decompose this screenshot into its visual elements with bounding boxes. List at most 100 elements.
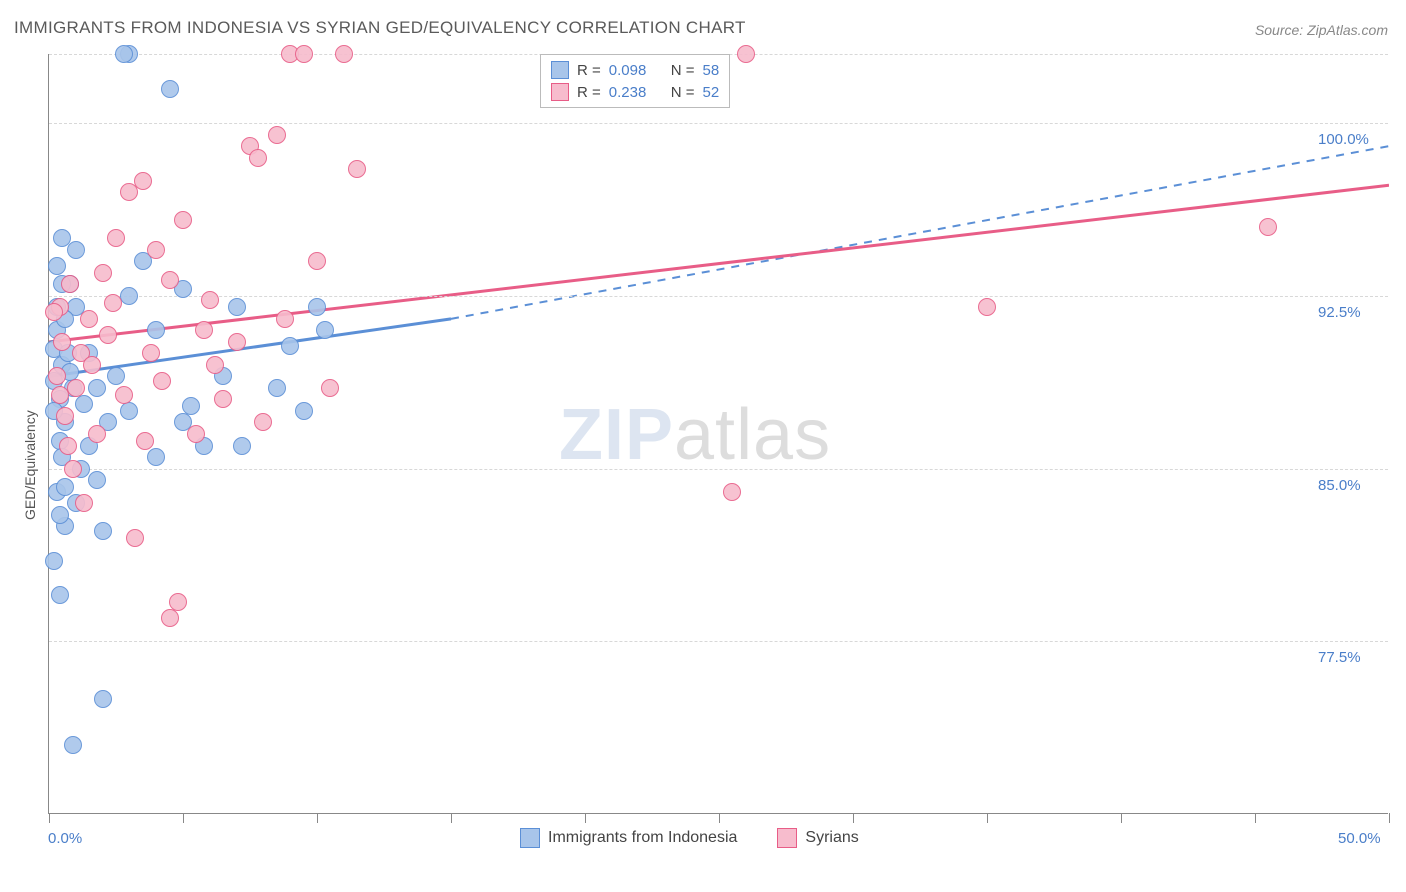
data-point-syrians bbox=[64, 460, 82, 478]
data-point-syrians bbox=[107, 229, 125, 247]
watermark-zip: ZIP bbox=[559, 395, 674, 475]
data-point-indonesia bbox=[228, 298, 246, 316]
data-point-syrians bbox=[56, 407, 74, 425]
data-point-syrians bbox=[153, 372, 171, 390]
y-tick-label: 85.0% bbox=[1318, 477, 1361, 494]
y-tick-label: 100.0% bbox=[1318, 131, 1369, 148]
data-point-syrians bbox=[136, 432, 154, 450]
data-point-syrians bbox=[1259, 218, 1277, 236]
data-point-syrians bbox=[67, 379, 85, 397]
data-point-syrians bbox=[321, 379, 339, 397]
legend-stat-row-indonesia: R = 0.098 N = 58 bbox=[551, 59, 719, 81]
trendline-ext-indonesia bbox=[451, 146, 1389, 319]
data-point-syrians bbox=[48, 367, 66, 385]
r-value: 0.098 bbox=[609, 62, 663, 79]
data-point-syrians bbox=[195, 321, 213, 339]
data-point-syrians bbox=[174, 211, 192, 229]
data-point-indonesia bbox=[88, 471, 106, 489]
data-point-syrians bbox=[88, 425, 106, 443]
data-point-indonesia bbox=[316, 321, 334, 339]
data-point-syrians bbox=[978, 298, 996, 316]
data-point-indonesia bbox=[308, 298, 326, 316]
data-point-syrians bbox=[737, 45, 755, 63]
gridline-h bbox=[49, 641, 1388, 642]
data-point-indonesia bbox=[147, 321, 165, 339]
r-label: R = bbox=[577, 84, 601, 101]
legend-item-syrians: Syrians bbox=[777, 828, 858, 848]
data-point-syrians bbox=[115, 386, 133, 404]
data-point-syrians bbox=[335, 45, 353, 63]
data-point-syrians bbox=[104, 294, 122, 312]
data-point-syrians bbox=[206, 356, 224, 374]
data-point-syrians bbox=[80, 310, 98, 328]
chart-title: IMMIGRANTS FROM INDONESIA VS SYRIAN GED/… bbox=[14, 18, 746, 38]
data-point-syrians bbox=[295, 45, 313, 63]
r-value: 0.238 bbox=[609, 84, 663, 101]
x-tick bbox=[49, 813, 50, 823]
data-point-syrians bbox=[126, 529, 144, 547]
data-point-indonesia bbox=[67, 241, 85, 259]
n-label: N = bbox=[671, 62, 695, 79]
x-tick bbox=[317, 813, 318, 823]
x-tick bbox=[451, 813, 452, 823]
watermark: ZIPatlas bbox=[559, 394, 831, 476]
data-point-syrians bbox=[161, 609, 179, 627]
data-point-indonesia bbox=[233, 437, 251, 455]
y-tick-label: 92.5% bbox=[1318, 304, 1361, 321]
gridline-h bbox=[49, 296, 1388, 297]
data-point-indonesia bbox=[281, 337, 299, 355]
data-point-indonesia bbox=[75, 395, 93, 413]
data-point-indonesia bbox=[295, 402, 313, 420]
n-value: 52 bbox=[703, 84, 720, 101]
data-point-indonesia bbox=[45, 552, 63, 570]
x-tick bbox=[1389, 813, 1390, 823]
data-point-syrians bbox=[59, 437, 77, 455]
trend-lines-layer bbox=[49, 54, 1389, 814]
data-point-syrians bbox=[61, 275, 79, 293]
n-value: 58 bbox=[703, 62, 720, 79]
source-attribution: Source: ZipAtlas.com bbox=[1255, 22, 1388, 38]
x-tick bbox=[987, 813, 988, 823]
data-point-syrians bbox=[147, 241, 165, 259]
data-point-indonesia bbox=[268, 379, 286, 397]
x-tick bbox=[1121, 813, 1122, 823]
data-point-indonesia bbox=[64, 736, 82, 754]
data-point-syrians bbox=[161, 271, 179, 289]
r-label: R = bbox=[577, 62, 601, 79]
y-tick-label: 77.5% bbox=[1318, 649, 1361, 666]
data-point-indonesia bbox=[94, 522, 112, 540]
source-label: Source: bbox=[1255, 22, 1303, 38]
legend-stat-row-syrians: R =0.238N =52 bbox=[551, 81, 719, 103]
x-tick bbox=[585, 813, 586, 823]
data-point-syrians bbox=[254, 413, 272, 431]
data-point-syrians bbox=[83, 356, 101, 374]
data-point-indonesia bbox=[161, 80, 179, 98]
data-point-syrians bbox=[75, 494, 93, 512]
y-axis-label: GED/Equivalency bbox=[22, 410, 38, 520]
trendline-syrians bbox=[49, 185, 1389, 342]
source-name: ZipAtlas.com bbox=[1307, 22, 1388, 38]
data-point-indonesia bbox=[88, 379, 106, 397]
data-point-syrians bbox=[169, 593, 187, 611]
x-tick-label: 50.0% bbox=[1338, 830, 1381, 847]
data-point-indonesia bbox=[115, 45, 133, 63]
data-point-syrians bbox=[142, 344, 160, 362]
data-point-syrians bbox=[723, 483, 741, 501]
x-tick bbox=[1255, 813, 1256, 823]
data-point-syrians bbox=[268, 126, 286, 144]
data-point-indonesia bbox=[56, 478, 74, 496]
legend-label-indonesia: Immigrants from Indonesia bbox=[548, 829, 737, 847]
data-point-indonesia bbox=[182, 397, 200, 415]
data-point-syrians bbox=[249, 149, 267, 167]
x-tick bbox=[853, 813, 854, 823]
data-point-syrians bbox=[201, 291, 219, 309]
series-legend: Immigrants from Indonesia Syrians bbox=[520, 828, 859, 848]
data-point-syrians bbox=[94, 264, 112, 282]
data-point-indonesia bbox=[51, 586, 69, 604]
legend-item-indonesia: Immigrants from Indonesia bbox=[520, 828, 737, 848]
data-point-indonesia bbox=[120, 287, 138, 305]
scatter-plot-area: ZIPatlas bbox=[48, 54, 1388, 814]
data-point-syrians bbox=[308, 252, 326, 270]
legend-label-syrians: Syrians bbox=[805, 829, 858, 847]
data-point-syrians bbox=[348, 160, 366, 178]
